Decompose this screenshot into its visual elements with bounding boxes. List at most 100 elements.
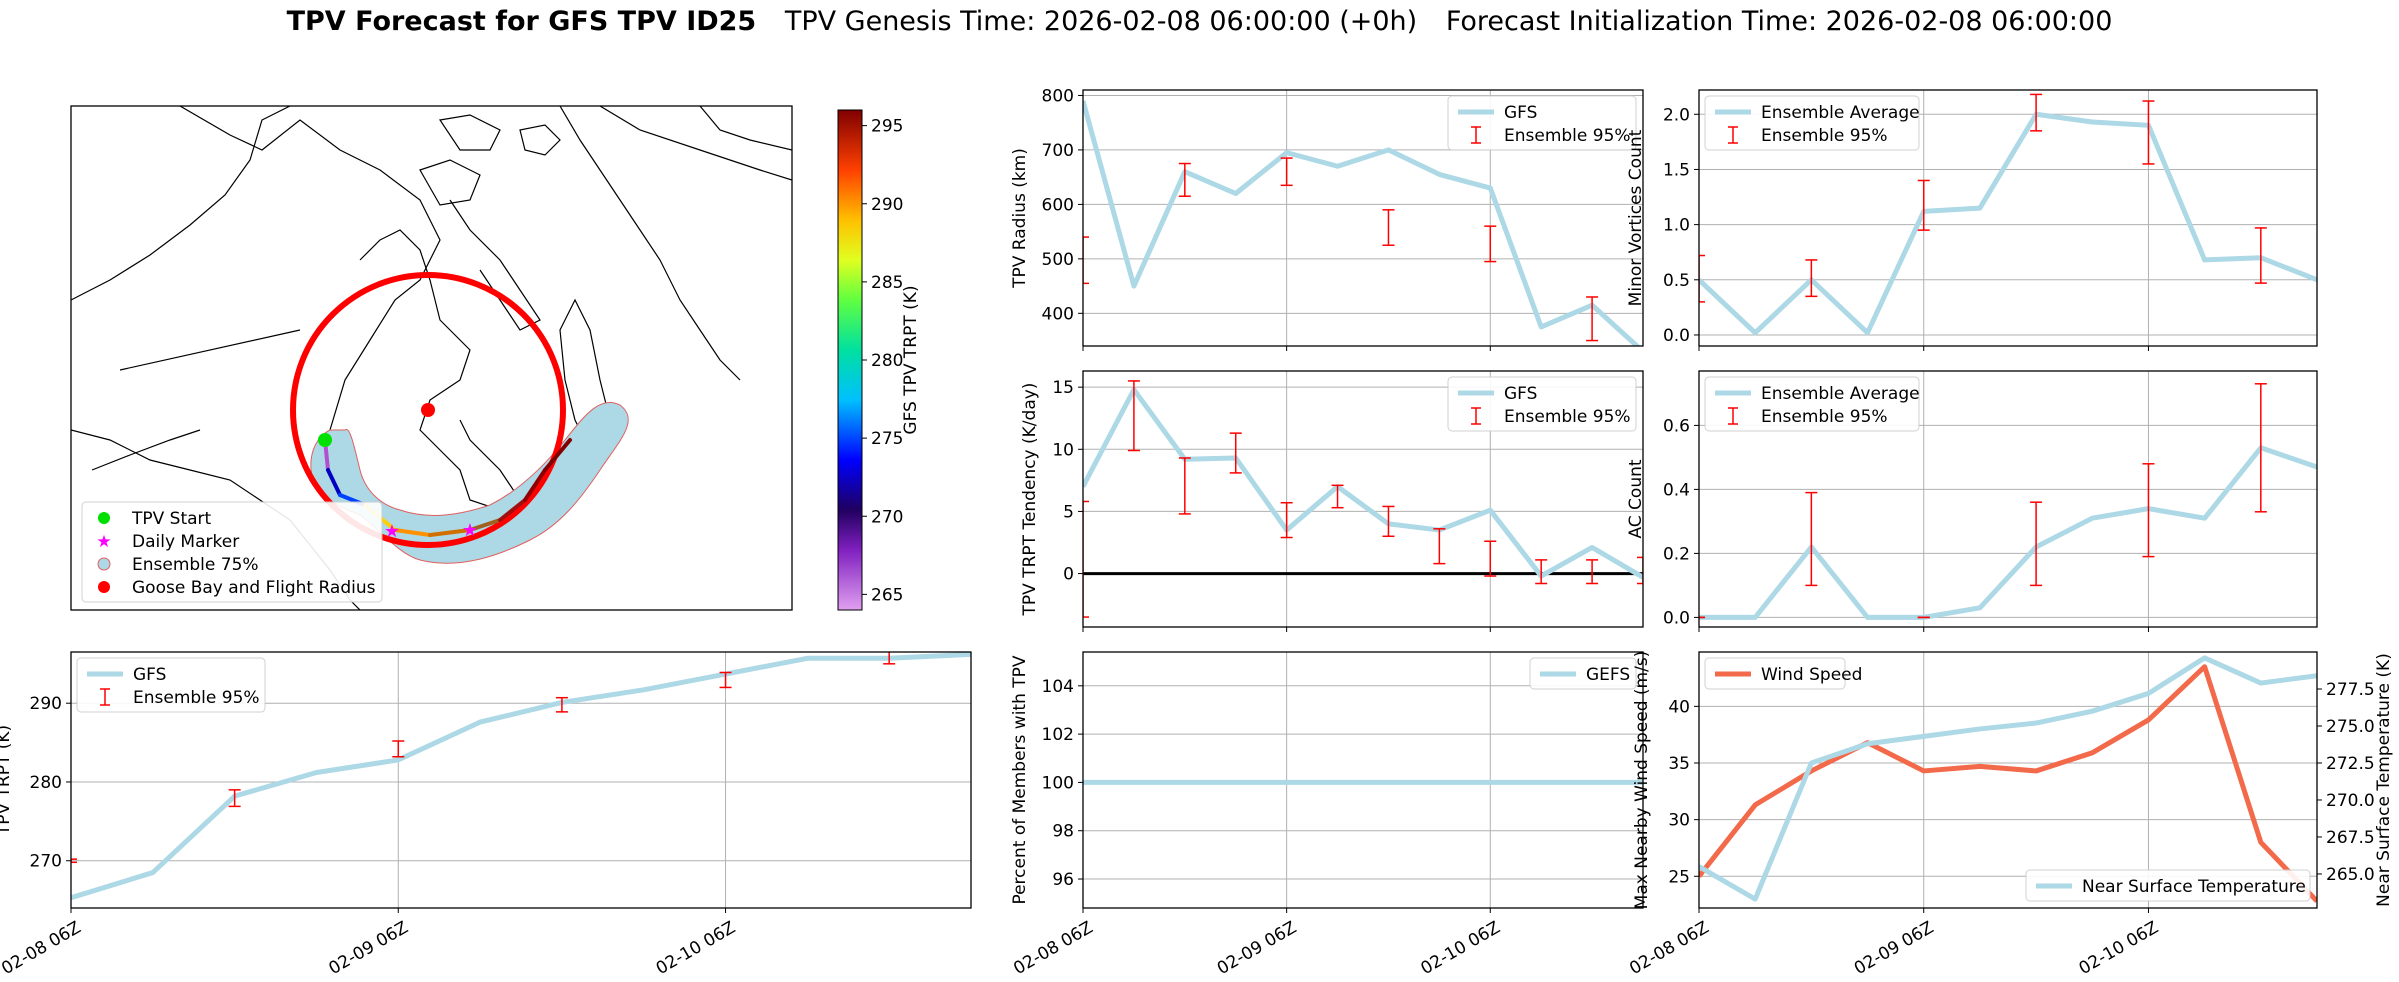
legend-label: Ensemble 95%	[133, 688, 260, 708]
y-tick-label: 15	[1052, 378, 1074, 398]
coastline	[119, 329, 301, 371]
y-tick-label: 96	[1052, 870, 1074, 890]
axes-frame	[1082, 651, 1644, 909]
y-tick-label: 35	[1668, 754, 1690, 774]
coastline	[91, 429, 201, 471]
red-circle-icon	[98, 581, 110, 593]
error-bar	[1805, 259, 1818, 298]
y-tick-label: 0.0	[1663, 326, 1690, 346]
error-bar	[228, 789, 241, 808]
error-bar	[2254, 383, 2267, 513]
map-legend-label: TPV Start	[131, 509, 212, 529]
error-bar	[1178, 162, 1191, 197]
legend-errorbar-swatch	[100, 688, 110, 706]
error-bar	[1127, 380, 1140, 452]
error-bar	[2254, 227, 2267, 284]
x-tick-label: 02-10 06Z	[2076, 918, 2162, 979]
colorbar-tick-label: 270	[871, 507, 903, 527]
error-bar	[1484, 225, 1497, 263]
goose-bay-marker	[421, 403, 435, 417]
y-tick-label: 270	[30, 852, 62, 872]
track-segment	[498, 498, 527, 522]
axes-frame	[70, 651, 972, 909]
y2-axis-label: Near Surface Temperature (K)	[2374, 653, 2394, 907]
map-legend-box	[81, 501, 383, 603]
error-bar	[1433, 528, 1446, 565]
legend-label: GFS	[1504, 384, 1537, 404]
y-axis-label: Minor Vortices Count	[1626, 129, 1646, 306]
lightblue-swatch-icon	[97, 557, 111, 571]
y-tick-label: 2.0	[1663, 105, 1690, 125]
error-bar	[1699, 254, 1705, 303]
error-bar	[1331, 484, 1344, 509]
y-axis-label: AC Count	[1626, 459, 1646, 538]
series-line-gfs	[71, 652, 971, 901]
legend-label: GFS	[1504, 103, 1537, 123]
legend-errorbar-swatch	[1471, 126, 1481, 144]
legend-label: Ensemble 95%	[1504, 407, 1631, 427]
error-bar	[1083, 500, 1089, 618]
error-bar	[1805, 491, 1818, 587]
flight-radius-circle	[290, 272, 566, 548]
y-axis-label: Percent of Members with TPV	[1010, 655, 1030, 904]
y2-tick-label: 267.5	[2326, 828, 2375, 848]
y-axis-label: Max Nearby Wind Speed (m/s)	[1632, 651, 1652, 910]
legend-label: GEFS	[1586, 665, 1630, 685]
y2-tick-label: 265.0	[2326, 865, 2375, 885]
legend-label: Ensemble Average	[1761, 103, 1920, 123]
error-bar	[2142, 100, 2155, 165]
series-line-gfs	[1083, 387, 1643, 580]
map-legend-label: Goose Bay and Flight Radius	[132, 578, 376, 598]
error-bar	[1637, 556, 1643, 585]
legend-box	[2025, 869, 2311, 902]
error-bar	[1586, 296, 1599, 342]
tpv-start-marker	[318, 433, 332, 447]
y2-tick-label: 275.0	[2326, 717, 2375, 737]
map-frame	[70, 105, 793, 611]
y-tick-label: 800	[1042, 86, 1074, 106]
colorbar-label: GFS TPV TRPT (K)	[901, 285, 921, 434]
y-tick-label: 280	[30, 773, 62, 793]
coastline	[419, 159, 481, 206]
colorbar-tick-label: 275	[871, 429, 903, 449]
legend-box	[1529, 657, 1637, 690]
legend-box	[1704, 657, 1846, 690]
track-segment	[543, 438, 572, 472]
y-tick-label: 102	[1042, 725, 1074, 745]
y-tick-label: 0	[1063, 565, 1074, 585]
y-tick-label: 10	[1052, 440, 1074, 460]
coastline	[599, 106, 792, 181]
coastline	[438, 114, 501, 151]
y-tick-label: 0.0	[1663, 608, 1690, 628]
colorbar-tick-label: 265	[871, 585, 903, 605]
legend-errorbar-swatch	[1728, 126, 1738, 144]
error-bar	[1280, 157, 1293, 187]
daily-marker: ★	[462, 520, 478, 541]
error-bar	[883, 652, 896, 665]
track-segment	[326, 468, 342, 497]
series-line-near-surface-temperature	[1699, 655, 2317, 902]
error-bar	[719, 671, 732, 689]
error-bar	[71, 858, 77, 864]
y-tick-label: 25	[1668, 867, 1690, 887]
legend-errorbar-swatch	[1471, 407, 1481, 425]
error-bar	[1280, 501, 1293, 539]
y-tick-label: 0.5	[1663, 271, 1690, 291]
legend-label: Near Surface Temperature	[2082, 877, 2306, 897]
series-line-ensemble-average	[1699, 111, 2317, 336]
error-bar	[1917, 179, 1930, 231]
error-bar	[1586, 559, 1599, 585]
colorbar-tick-label: 295	[871, 117, 903, 137]
axes-frame	[1698, 651, 2318, 909]
colorbar-tick-label: 285	[871, 273, 903, 293]
y-axis-label: TPV TRPT (K)	[0, 725, 14, 836]
series-line-ensemble-average	[1699, 445, 2317, 620]
daily-marker: ★	[384, 521, 400, 542]
coastline	[71, 106, 291, 301]
y-tick-label: 600	[1042, 195, 1074, 215]
green-circle-icon	[98, 512, 110, 524]
error-bar	[2030, 501, 2043, 587]
